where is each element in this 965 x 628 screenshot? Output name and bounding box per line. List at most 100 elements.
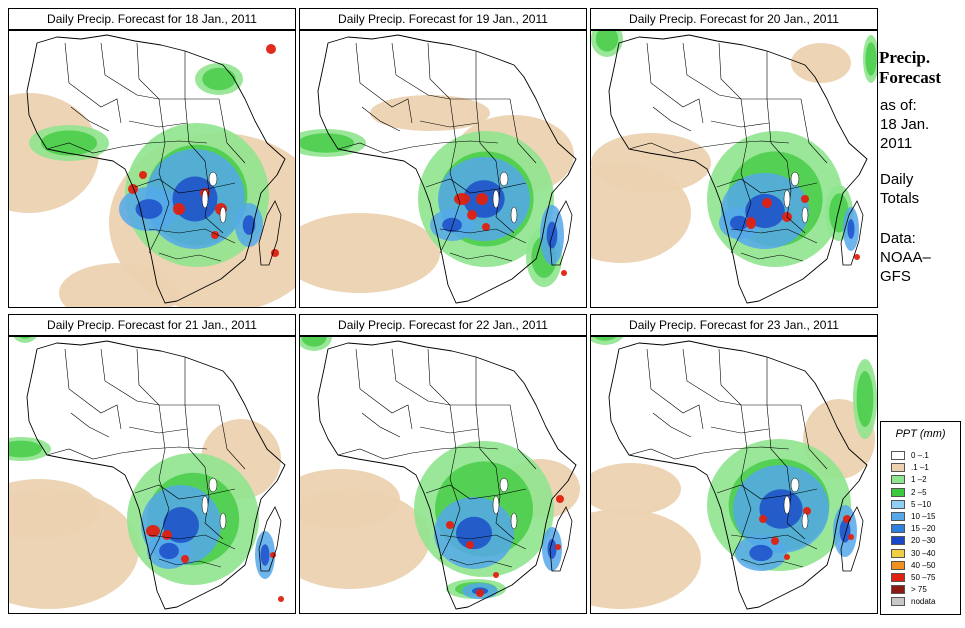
precip-map <box>590 30 878 308</box>
country-border <box>425 484 527 500</box>
country-border <box>509 98 537 164</box>
lake-outline <box>208 477 218 493</box>
country-border <box>646 42 704 124</box>
country-border <box>218 98 246 164</box>
extreme-rain-area <box>278 596 284 602</box>
extreme-rain-area <box>476 193 488 205</box>
africa-coastline <box>317 34 577 304</box>
country-border <box>100 42 160 100</box>
lake-outline <box>801 512 809 530</box>
africa-coastline <box>26 340 286 610</box>
country-border <box>158 98 166 174</box>
extreme-rain-area <box>181 555 189 563</box>
africa-map-svg <box>300 337 580 610</box>
legend-entry: 2 –5 <box>891 487 957 498</box>
country-border <box>766 357 801 406</box>
country-border <box>46 140 208 154</box>
country-border <box>766 404 788 468</box>
africa-coastline <box>26 34 286 304</box>
forecast-panel-jan-21: Daily Precip. Forecast for 21 Jan., 2011 <box>8 314 296 614</box>
legend-label: 10 –15 <box>911 512 936 521</box>
lake-outline <box>790 171 800 187</box>
dry-drizzle-area <box>591 133 711 193</box>
dry-drizzle-area <box>591 509 701 609</box>
extreme-rain-area <box>466 541 474 549</box>
country-border <box>134 178 236 194</box>
legend-entry: 0 –.1 <box>891 450 957 461</box>
lake-outline <box>783 189 791 209</box>
country-border <box>148 478 170 560</box>
country-border <box>427 42 476 100</box>
extreme-rain-area <box>759 515 767 523</box>
madagascar-outline <box>549 200 573 266</box>
forecast-panel-jan-19: Daily Precip. Forecast for 19 Jan., 2011 <box>299 8 587 308</box>
country-border <box>730 172 752 254</box>
totals-line: Daily <box>880 171 914 188</box>
daily-totals-note: Daily Totals <box>880 170 964 208</box>
country-border <box>449 252 513 262</box>
map-layers <box>591 31 877 304</box>
legend-entry: 10 –15 <box>891 511 957 522</box>
moderate-rain-area <box>19 337 31 339</box>
country-border <box>718 348 767 406</box>
legend-swatch <box>891 524 905 534</box>
country-border <box>136 348 185 406</box>
country-border <box>70 412 110 438</box>
extreme-rain-area <box>271 249 279 257</box>
madagascar-outline <box>549 506 573 572</box>
legend-entry: 1 –2 <box>891 474 957 485</box>
legend-label: .1 –1 <box>911 463 929 473</box>
panel-title: Daily Precip. Forecast for 22 Jan., 2011 <box>299 314 587 336</box>
country-border <box>710 120 770 128</box>
precip-map <box>590 336 878 614</box>
extreme-rain-area <box>848 534 854 540</box>
source-line: Data: <box>880 230 916 247</box>
sidebar-title: Precip. Forecast <box>879 48 963 88</box>
africa-coastline <box>608 34 868 304</box>
country-border <box>427 348 476 406</box>
extreme-rain-area <box>493 572 499 578</box>
country-border <box>628 446 790 460</box>
country-border <box>740 404 748 480</box>
extreme-rain-area <box>801 195 809 203</box>
map-layers <box>9 337 286 610</box>
very-heavy-rain-area <box>759 489 803 529</box>
africa-map-svg <box>9 34 295 307</box>
country-border <box>184 357 219 406</box>
data-source: Data: NOAA– GFS <box>880 229 964 286</box>
very-heavy-rain-area <box>730 215 748 231</box>
country-border <box>184 98 206 162</box>
dry-drizzle-area <box>9 479 99 539</box>
forecast-panel-jan-23: Daily Precip. Forecast for 23 Jan., 2011 <box>590 314 878 614</box>
country-border <box>730 534 818 550</box>
moderate-rain-area <box>865 42 877 76</box>
extreme-rain-area <box>454 193 470 205</box>
country-border <box>449 558 513 568</box>
dry-drizzle-area <box>791 43 851 83</box>
lake-outline <box>790 477 800 493</box>
country-border <box>134 484 236 500</box>
legend-label: 30 –40 <box>911 548 936 558</box>
precip-map <box>8 336 296 614</box>
very-heavy-rain-area <box>547 539 557 559</box>
legend-label: 5 –10 <box>911 499 932 509</box>
asof-line: 18 Jan. <box>880 116 930 133</box>
country-border <box>361 412 401 438</box>
country-border <box>475 404 497 468</box>
country-border <box>740 252 804 262</box>
panel-title: Daily Precip. Forecast for 18 Jan., 2011 <box>8 8 296 30</box>
country-border <box>64 42 122 124</box>
country-border <box>425 178 527 194</box>
country-border <box>184 404 206 468</box>
country-border <box>766 98 788 162</box>
very-heavy-rain-area <box>745 193 785 229</box>
country-border <box>800 404 828 470</box>
legend-label: 15 –20 <box>911 524 936 534</box>
legend-swatch <box>891 597 905 607</box>
asof-line: as of: <box>880 97 917 114</box>
extreme-rain-area <box>139 171 147 179</box>
map-layers <box>300 34 577 304</box>
legend-entry: 15 –20 <box>891 523 957 534</box>
very-heavy-rain-area <box>135 199 163 219</box>
source-line: GFS <box>880 268 911 285</box>
